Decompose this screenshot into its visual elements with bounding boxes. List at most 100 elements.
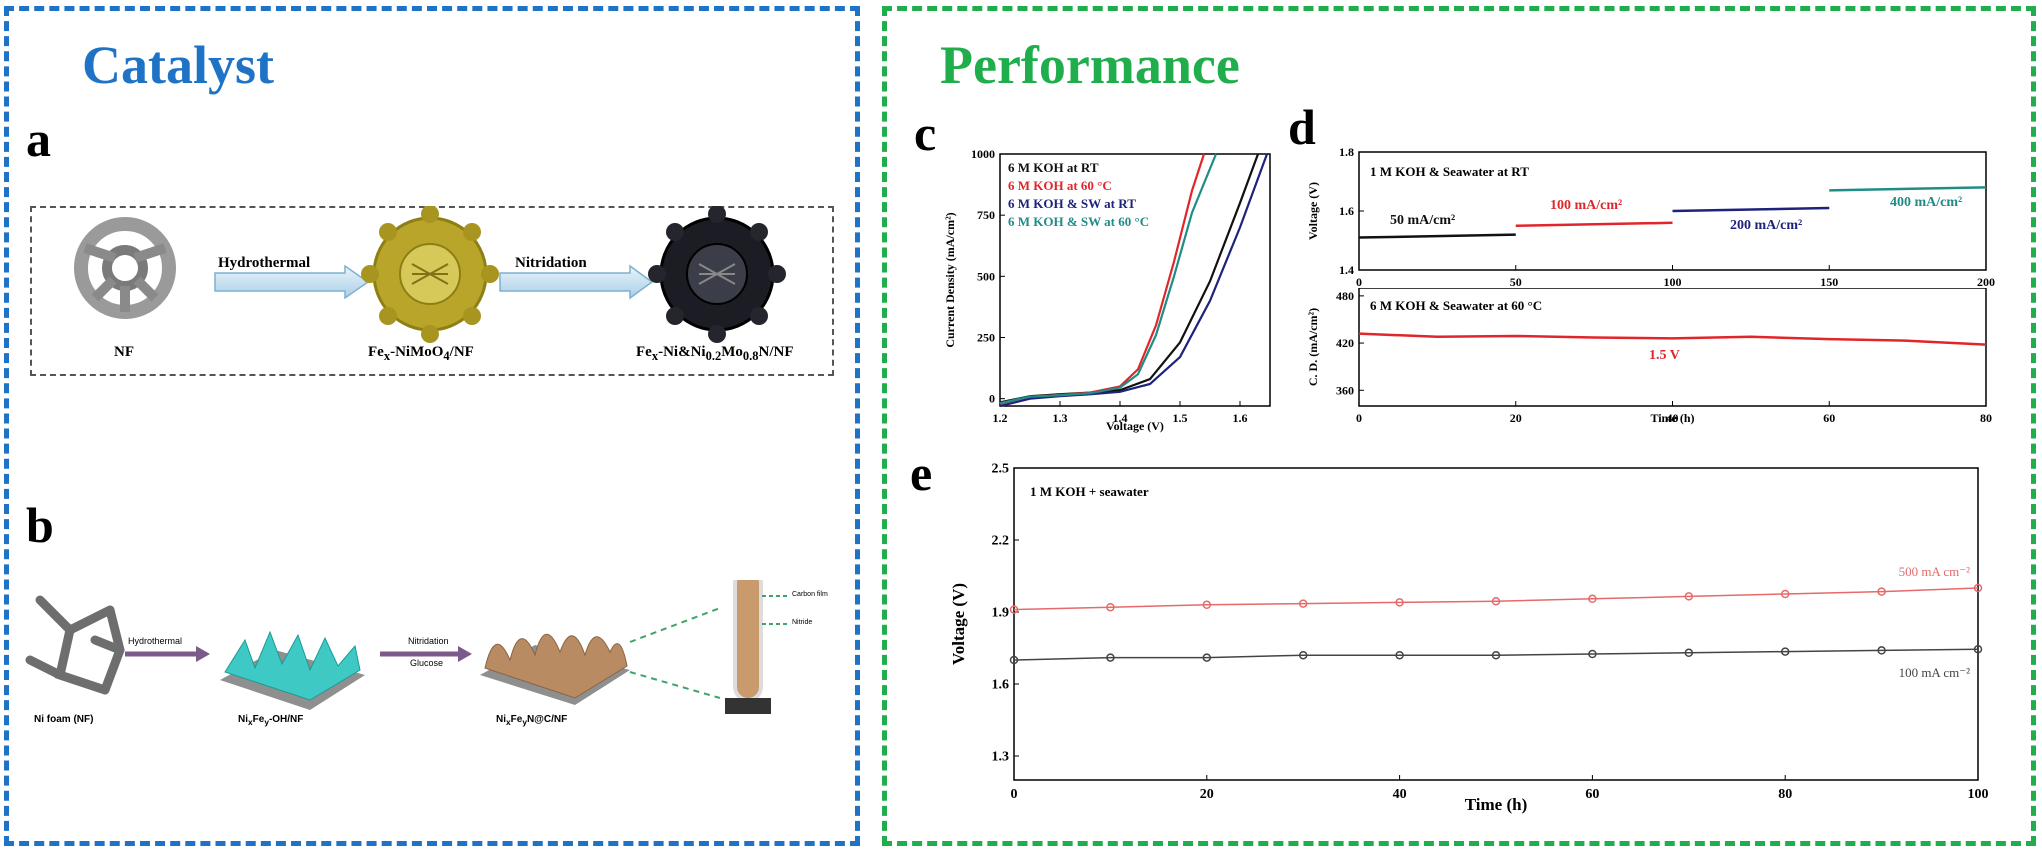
x-tick-label: 60	[1823, 411, 1835, 425]
data-point	[1009, 605, 1019, 614]
x-tick-label: 40	[1667, 411, 1679, 425]
y-tick-label: 250	[977, 330, 995, 344]
legend-entry: 6 M KOH & SW at 60 °C	[1008, 214, 1149, 229]
panel-b-item3: NixFeyN@C/NF	[496, 714, 568, 727]
y-axis-label: C. D. (mA/cm²)	[1306, 308, 1320, 386]
segment-label: 50 mA/cm²	[1390, 213, 1455, 228]
data-point	[1684, 648, 1694, 658]
x-tick-label: 0	[1356, 411, 1362, 425]
panel-c-letter: c	[914, 105, 937, 161]
data-point	[1588, 594, 1597, 604]
data-point	[1877, 646, 1886, 655]
y-tick-label: 1.8	[1339, 145, 1354, 159]
panel-a-item2: Fex-NiMoO4/NF	[368, 344, 474, 363]
data-point	[1298, 599, 1308, 608]
x-tick-label: 40	[1393, 787, 1407, 802]
panel-a-step2: Nitridation	[515, 255, 587, 271]
x-tick-label: 50	[1510, 275, 1522, 289]
chart-e: 0 20 40 60 80 100 1.3 1.6 1.9 2.2 2.5 Time (h) Volta…	[949, 462, 1989, 814]
dark-sphere-icon	[648, 206, 786, 343]
catalyst-frame	[4, 6, 860, 846]
legend-entry: 6 M KOH at 60 °C	[1008, 178, 1112, 193]
panel-a-item3: Fex-Ni&Ni0.2Mo0.8N/NF	[636, 344, 794, 363]
series-line-0	[1358, 332, 1987, 346]
data-point	[1298, 650, 1308, 660]
data-point	[1491, 596, 1501, 606]
x-tick-label: 1.5	[1173, 411, 1188, 425]
series-line-3	[999, 153, 1218, 405]
arrow-1-icon	[214, 264, 370, 300]
x-tick-label: 80	[1778, 787, 1792, 802]
plot-frame	[999, 153, 1271, 407]
panel-a-letter: a	[26, 111, 51, 167]
segment-label: 200 mA/cm²	[1730, 218, 1802, 233]
series-line-2	[999, 153, 1269, 408]
data-point	[1973, 644, 1983, 654]
y-tick-label: 420	[1336, 336, 1354, 350]
catalyst-title: Catalyst	[82, 35, 274, 95]
nanorod-icon	[725, 580, 790, 714]
performance-title: Performance	[940, 35, 1240, 95]
series-line-0	[1358, 233, 1516, 239]
series-label: 1.5 V	[1649, 348, 1680, 363]
data-point	[1106, 653, 1115, 662]
ni-foam-icon	[25, 595, 125, 695]
x-tick-label: 0	[1356, 275, 1362, 289]
x-tick-label: 100	[1968, 787, 1989, 802]
chart-c: 1.2 1.3 1.4 1.5 1.6 0 250 500 750 1000 Voltage (V)…	[943, 147, 1271, 433]
y-tick-label: 2.2	[992, 534, 1010, 549]
data-point	[1877, 587, 1886, 596]
y-tick-label: 0	[989, 392, 995, 406]
data-point	[1395, 598, 1404, 607]
data-point	[1395, 650, 1404, 660]
y-tick-label: 1.6	[992, 678, 1010, 693]
y-axis-label: Voltage (V)	[949, 583, 968, 665]
x-axis-label: Time (h)	[1650, 411, 1694, 425]
y-tick-label: 360	[1336, 383, 1354, 397]
panel-a-step1: Hydrothermal	[218, 255, 311, 271]
x-tick-label: 20	[1510, 411, 1522, 425]
x-axis-label: Voltage (V)	[1106, 419, 1164, 433]
legend-entry: 6 M KOH & SW at RT	[1008, 196, 1136, 211]
series-line-3	[1829, 186, 1987, 192]
y-axis-label: Voltage (V)	[1306, 182, 1320, 240]
panel-b-step2b: Glucose	[410, 658, 444, 668]
series-label-500: 500 mA cm⁻²	[1899, 564, 1971, 579]
x-axis-label: Time (h)	[1465, 795, 1528, 814]
x-tick-label: 20	[1200, 787, 1214, 802]
x-tick-label: 150	[1820, 275, 1838, 289]
arrow-b2-icon	[380, 646, 472, 662]
data-point	[1973, 583, 1983, 593]
x-tick-label: 1.3	[1053, 411, 1068, 425]
panel-b-step1: Hydrothermal	[128, 636, 183, 646]
data-point	[1588, 649, 1597, 659]
data-point	[1009, 655, 1019, 665]
x-tick-label: 200	[1977, 275, 1995, 289]
y-axis-label: Current Density (mA/cm²)	[943, 212, 957, 347]
x-tick-label: 80	[1980, 411, 1992, 425]
data-point	[1202, 653, 1212, 662]
data-point	[1780, 647, 1790, 656]
y-tick-label: 2.5	[992, 462, 1010, 477]
data-point	[1106, 602, 1115, 612]
x-tick-label: 60	[1585, 787, 1599, 802]
y-tick-label: 1.6	[1339, 204, 1354, 218]
chart-d-top: 0 50 100 150 200 1.4 1.6 1.8 Voltage (V) 1 M KOH …	[1306, 145, 1995, 289]
panel-a-item1: NF	[114, 344, 134, 360]
annotation-e: 1 M KOH + seawater	[1030, 484, 1149, 499]
panel-d-letter: d	[1288, 99, 1316, 155]
y-tick-label: 1.3	[992, 750, 1010, 765]
series-line-1	[1013, 648, 1979, 661]
y-tick-label: 1.4	[1339, 263, 1354, 277]
x-tick-label: 100	[1664, 275, 1682, 289]
segment-label: 100 mA/cm²	[1550, 198, 1622, 213]
gold-sphere-icon	[361, 206, 499, 343]
arrow-2-icon	[499, 264, 654, 300]
legend-entry: 6 M KOH at RT	[1008, 160, 1099, 175]
data-point	[1684, 592, 1694, 601]
annotation-d-top: 1 M KOH & Seawater at RT	[1370, 164, 1529, 179]
data-point	[1202, 600, 1212, 610]
panel-b-step2a: Nitridation	[408, 636, 449, 646]
chart-d-bottom: 0 20 40 60 80 360 420 480 Time (h) C. D. (mA/cm²)…	[1306, 288, 1992, 425]
x-tick-label: 1.2	[993, 411, 1008, 425]
